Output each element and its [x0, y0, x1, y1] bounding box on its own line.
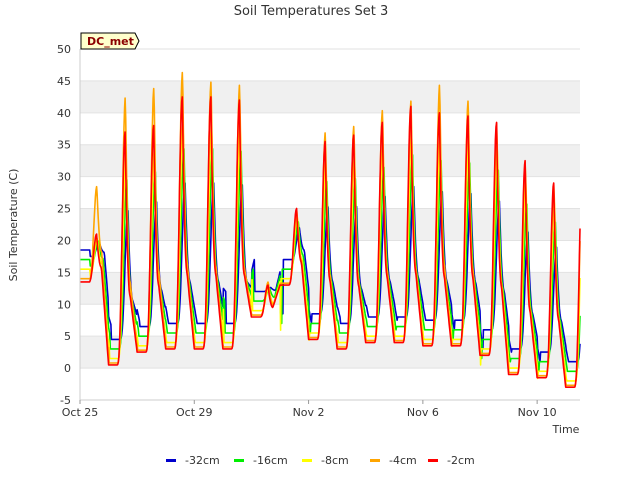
legend-swatch [166, 459, 176, 462]
y-axis-title: Soil Temperature (C) [7, 169, 20, 282]
legend-swatch [302, 459, 312, 462]
x-tick-label: Oct 29 [176, 406, 213, 419]
y-tick-label: 50 [57, 43, 71, 56]
y-tick-label: -5 [60, 394, 71, 407]
y-tick-label: 0 [64, 362, 71, 375]
x-tick-label: Oct 25 [62, 406, 99, 419]
x-tick-label: Nov 6 [407, 406, 439, 419]
legend-swatch [370, 459, 380, 462]
legend-label: -2cm [447, 454, 475, 467]
legend-swatch [428, 459, 438, 462]
y-tick-label: 15 [57, 266, 71, 279]
x-tick-labels: Oct 25 Oct 29 Nov 2 Nov 6 Nov 10 [62, 400, 557, 419]
y-tick-label: 20 [57, 234, 71, 247]
x-axis-title: Time [552, 423, 580, 436]
series-line-minus-2cm [79, 96, 581, 388]
y-tick-labels: -5 0 5 10 15 20 25 30 35 40 45 50 [57, 43, 71, 407]
legend-label: -16cm [253, 454, 288, 467]
y-tick-label: 35 [57, 139, 71, 152]
site-badge-label: DC_met [87, 35, 134, 48]
y-tick-label: 30 [57, 171, 71, 184]
legend-label: -4cm [389, 454, 417, 467]
chart-title: Soil Temperatures Set 3 [234, 4, 389, 19]
y-tick-label: 5 [64, 330, 71, 343]
y-tick-label: 25 [57, 203, 71, 216]
legend-label: -32cm [185, 454, 220, 467]
grid-band [80, 49, 580, 81]
site-badge-shape [80, 32, 140, 50]
y-tick-label: 45 [57, 75, 71, 88]
series-layer [79, 71, 581, 388]
y-tick-label: 40 [57, 107, 71, 120]
legend-swatch [234, 459, 244, 462]
grid-band [80, 336, 580, 369]
grid-band [80, 80, 580, 113]
legend-label: -8cm [321, 454, 349, 467]
grid-band [80, 368, 580, 400]
site-badge: DC_met [80, 32, 140, 50]
x-tick-label: Nov 2 [293, 406, 325, 419]
x-tick-label: Nov 10 [518, 406, 557, 419]
y-tick-label: 10 [57, 298, 71, 311]
legend: -32cm -16cm -8cm -4cm -2cm [166, 454, 475, 467]
axes [79, 49, 580, 401]
